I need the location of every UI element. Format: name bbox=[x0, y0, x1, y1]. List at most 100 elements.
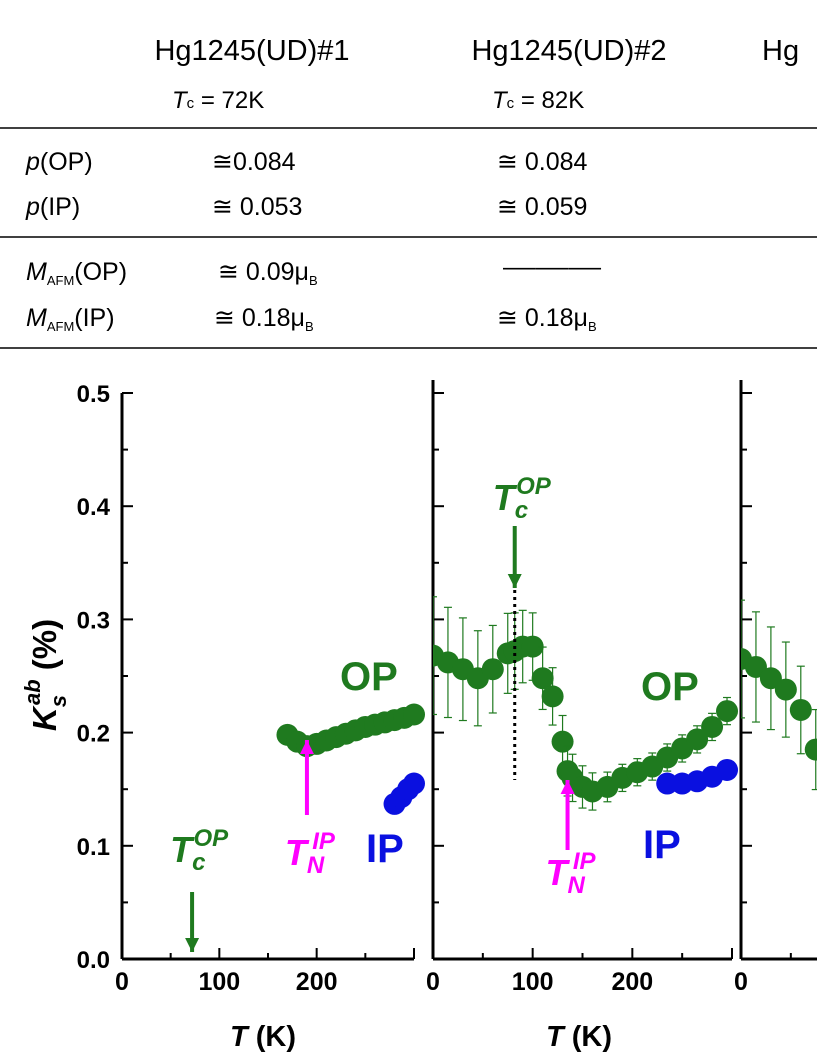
annotation-arrowhead bbox=[560, 780, 575, 794]
panel-1-ytick-label: 0.3 bbox=[77, 607, 110, 634]
ip-data-point bbox=[403, 772, 425, 795]
row-mafm-ip-label: MAFM(IP) bbox=[26, 304, 115, 334]
row-mafm-ip-symbol: M bbox=[26, 304, 47, 332]
op-data-point bbox=[403, 703, 425, 726]
row-mafm-op-rest: (OP) bbox=[74, 258, 127, 286]
panel-3-plot bbox=[741, 599, 817, 791]
op-data-point bbox=[716, 700, 739, 723]
annotation-sup: OP bbox=[193, 825, 229, 852]
op-data-point bbox=[531, 667, 554, 690]
annotation-main: T bbox=[285, 832, 310, 873]
sample-2-tc: Tc = 82K bbox=[492, 87, 584, 114]
tc-1-value: = 72K bbox=[194, 87, 264, 114]
panel-1-xtick-label: 0 bbox=[115, 968, 129, 996]
tc-1-sub: c bbox=[187, 95, 195, 112]
x-axis-title-2-rest: (K) bbox=[564, 1021, 612, 1053]
row-mafm-ip-value-2: ≅ 0.18μB bbox=[497, 304, 597, 334]
y-axis-title-rest: (%) bbox=[26, 619, 63, 680]
op-data-point bbox=[521, 635, 544, 658]
annotation-sup: IP bbox=[312, 828, 336, 855]
annotation-sup: IP bbox=[573, 848, 597, 875]
row-mafm-op-label: MAFM(OP) bbox=[26, 258, 127, 288]
tc-2-value: = 82K bbox=[514, 87, 584, 114]
row-mafm-op-value-1: ≅ 0.09μB bbox=[218, 258, 318, 288]
panel-1-ytick-label: 0.1 bbox=[77, 834, 110, 861]
op-data-point bbox=[774, 678, 797, 701]
panel-1-op-label: OP bbox=[340, 655, 398, 699]
op-data-point bbox=[804, 738, 817, 761]
op-data-point bbox=[481, 658, 504, 681]
row-mafm-ip-sub: AFM bbox=[47, 319, 74, 334]
row-p-ip-label: p(IP) bbox=[25, 193, 80, 221]
annotation-sub: N bbox=[568, 872, 586, 899]
panel-1-ytick-label: 0.5 bbox=[77, 381, 110, 408]
row-p-op-value-1: ≅0.084 bbox=[212, 148, 296, 176]
panel-3-xtick-label: 0 bbox=[734, 968, 748, 996]
op-data-point bbox=[686, 728, 709, 751]
row-mafm-op-sub: AFM bbox=[47, 273, 74, 288]
x-axis-title-2: T (K) bbox=[546, 1021, 612, 1053]
y-axis-title-sup: ab bbox=[20, 679, 45, 705]
annotation-arrowhead bbox=[185, 938, 200, 952]
panel-2-xtick-label: 0 bbox=[426, 968, 440, 996]
y-axis-title-main: K bbox=[26, 705, 63, 731]
row-p-ip-rest: (IP) bbox=[40, 193, 80, 221]
sample-1-name: Hg1245(UD)#1 bbox=[154, 35, 349, 67]
panel-1-xtick-label: 200 bbox=[296, 968, 338, 996]
row-p-ip-value-2: ≅ 0.059 bbox=[497, 193, 587, 221]
panel-2-xtick-label: 100 bbox=[512, 968, 554, 996]
annotation-sub: c bbox=[192, 849, 205, 876]
sample-2-name: Hg1245(UD)#2 bbox=[471, 35, 666, 67]
x-axis-title-1-rest: (K) bbox=[248, 1021, 296, 1053]
row-mafm-op-value-2: ——— bbox=[503, 253, 601, 281]
panel-1-xtick-label: 100 bbox=[198, 968, 240, 996]
row-p-op-value-2: ≅ 0.084 bbox=[497, 148, 588, 176]
panel-2-ip-label: IP bbox=[643, 823, 681, 867]
panel-1-ytick-label: 0.2 bbox=[77, 721, 110, 748]
row-mafm-ip-value-1: ≅ 0.18μB bbox=[214, 304, 314, 334]
annotation-main: T bbox=[493, 477, 518, 518]
row-p-ip-value-1: ≅ 0.053 bbox=[212, 193, 302, 221]
x-axis-title-1-main: T bbox=[230, 1021, 250, 1053]
op-data-point bbox=[789, 698, 812, 721]
row-mafm-ip-value-2-sub: B bbox=[588, 319, 597, 334]
annotation-tn-ip: TNIP bbox=[285, 828, 336, 879]
row-mafm-ip-rest: (IP) bbox=[74, 304, 114, 332]
op-data-point bbox=[744, 655, 767, 678]
row-p-op-symbol: p bbox=[25, 148, 40, 176]
op-data-point bbox=[541, 685, 564, 708]
row-mafm-ip-value-1-sub: B bbox=[305, 319, 314, 334]
tc-2-symbol: T bbox=[492, 87, 509, 114]
row-mafm-ip-value-2-main: ≅ 0.18μ bbox=[497, 304, 588, 332]
annotation-arrowhead bbox=[299, 740, 314, 754]
panel-3: 0 bbox=[734, 380, 817, 996]
row-mafm-op-value-1-sub: B bbox=[309, 273, 318, 288]
annotation-tc-op: TcOP bbox=[493, 473, 552, 524]
annotation-tc-op: TcOP bbox=[170, 825, 229, 876]
sample-3-name: Hg bbox=[762, 35, 799, 67]
row-mafm-ip-value-1-main: ≅ 0.18μ bbox=[214, 304, 305, 332]
panel-1-ytick-label: 0.4 bbox=[77, 494, 111, 521]
row-p-op-label: p(OP) bbox=[25, 148, 93, 176]
row-p-op-rest: (OP) bbox=[40, 148, 93, 176]
annotation-arrowhead bbox=[507, 574, 522, 588]
tc-2-sub: c bbox=[507, 95, 515, 112]
panel-2-op-label: OP bbox=[641, 665, 699, 709]
row-mafm-op-symbol: M bbox=[26, 258, 47, 286]
annotation-sup: OP bbox=[516, 473, 552, 500]
y-axis-title-sub: s bbox=[46, 695, 71, 707]
ip-data-point bbox=[716, 758, 739, 781]
tc-1-symbol: T bbox=[172, 87, 189, 114]
annotation-sub: N bbox=[307, 852, 325, 879]
row-mafm-op-value-1-main: ≅ 0.09μ bbox=[218, 258, 309, 286]
sample-1-tc: Tc = 72K bbox=[172, 87, 264, 114]
panel-1-ip-label: IP bbox=[366, 827, 404, 871]
op-data-point bbox=[701, 715, 724, 738]
panel-2-xtick-label: 200 bbox=[611, 968, 653, 996]
